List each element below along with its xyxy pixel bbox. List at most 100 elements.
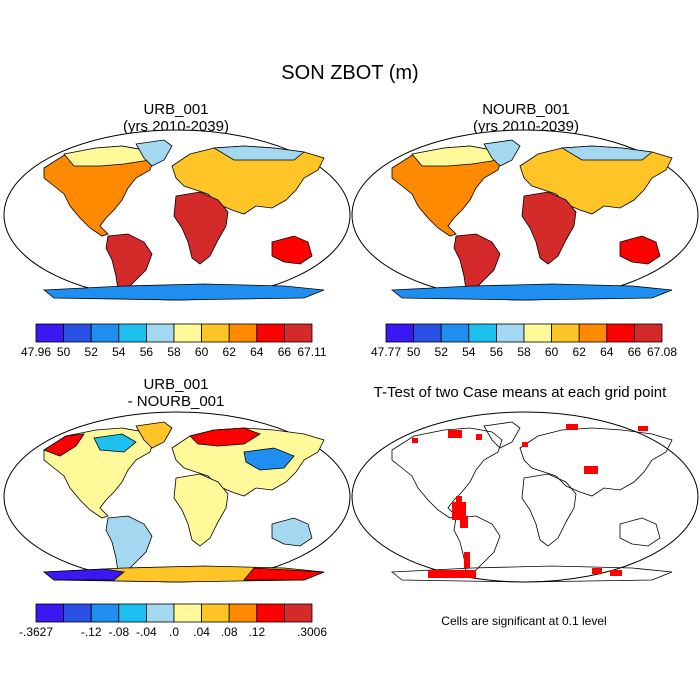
colorbar-3: -.3627 -.12 -.08 -.04 .0 .04 .08 .12 .3006	[19, 603, 327, 639]
map-panel-1	[3, 129, 351, 301]
colorbar-label: 66	[628, 345, 642, 359]
map-4-greenland	[483, 421, 521, 449]
map-3-scandinavia	[189, 427, 261, 447]
sig-cell	[448, 430, 462, 438]
colorbar-swatch	[634, 323, 663, 343]
colorbar-label: 58	[167, 345, 181, 359]
colorbar-label: -.08	[108, 625, 129, 639]
map-4-africa	[521, 473, 577, 547]
colorbar-swatch	[551, 323, 580, 343]
map-4-antarctica	[390, 565, 673, 583]
colorbar-label: .12	[248, 625, 265, 639]
panel-2-title-line1: NOURB_001	[482, 101, 570, 118]
map-4-significant-cells	[412, 424, 648, 578]
colorbar-label: 50	[57, 345, 71, 359]
colorbar-label: -.3627	[19, 625, 53, 639]
colorbar-label: 60	[545, 345, 559, 359]
colorbar-swatch	[283, 323, 313, 343]
colorbar-1: 47.96 50 52 54 56 58 60 62 64 66 67.11	[21, 323, 327, 359]
map-3-antarctica-west	[42, 568, 125, 581]
colorbar-swatch	[440, 323, 470, 343]
colorbar-swatch	[385, 323, 415, 343]
sig-cell	[566, 424, 578, 430]
panel-3-title: URB_001 - NOURB_001	[76, 376, 276, 410]
colorbar-label: 54	[462, 345, 476, 359]
map-1-antarctica	[42, 283, 325, 301]
sig-cell	[412, 438, 418, 443]
colorbar-label: 50	[407, 345, 421, 359]
colorbar-swatch	[413, 323, 442, 343]
map-1-australia	[271, 235, 313, 265]
sig-cell	[610, 570, 622, 576]
panel-3-title-line1: URB_001	[143, 376, 209, 393]
colorbar-label: 54	[112, 345, 126, 359]
panel-1-title-line1: URB_001	[143, 101, 209, 118]
colorbar-label: 64	[250, 345, 264, 359]
colorbar-swatch	[228, 603, 258, 623]
sig-cell	[452, 502, 466, 520]
colorbar-swatch	[63, 603, 92, 623]
map-1-siberia	[212, 145, 305, 161]
sig-cell	[638, 426, 648, 431]
colorbar-swatch	[173, 323, 203, 343]
colorbar-label: 56	[140, 345, 154, 359]
figure-title: SON ZBOT (m)	[281, 62, 419, 84]
map-4-frame	[351, 411, 699, 583]
colorbar-swatch	[201, 603, 230, 623]
map-4-south-america	[453, 515, 501, 575]
colorbar-swatch	[63, 323, 92, 343]
colorbar-swatch	[35, 323, 65, 343]
significance-note: Cells are significant at 0.1 level	[441, 614, 607, 628]
map-3-hudson	[93, 433, 137, 453]
colorbar-swatch	[256, 323, 285, 343]
colorbar-label: .0	[169, 625, 179, 639]
sig-cell	[522, 442, 528, 447]
colorbar-swatch	[35, 603, 65, 623]
map-panel-4	[351, 411, 699, 583]
colorbar-swatch	[145, 603, 175, 623]
map-panel-2	[351, 129, 699, 301]
colorbar-swatch	[283, 603, 313, 623]
map-2-siberia	[560, 145, 653, 161]
colorbar-label: 62	[573, 345, 587, 359]
colorbar-label: 47.96	[21, 345, 51, 359]
colorbar-swatch	[256, 603, 285, 623]
colorbar-swatch	[468, 323, 497, 343]
colorbar-label: .08	[221, 625, 238, 639]
colorbar-swatch	[606, 323, 635, 343]
panel-3-title-line2: - NOURB_001	[127, 393, 225, 410]
sig-cell	[464, 552, 470, 568]
sig-cell	[584, 466, 598, 474]
sig-cell	[592, 568, 602, 574]
colorbar-label: .3006	[297, 625, 327, 639]
sig-cell	[476, 434, 482, 440]
map-3-antarctica-east	[243, 567, 325, 581]
colorbar-swatch	[173, 603, 203, 623]
colorbar-label: 52	[85, 345, 99, 359]
map-4-eurasia	[519, 427, 673, 497]
map-3-north-america	[43, 427, 155, 519]
map-3-africa	[173, 473, 229, 547]
colorbar-swatch	[495, 323, 525, 343]
map-1-africa	[173, 191, 229, 265]
sig-cell	[456, 496, 462, 502]
colorbar-label: 67.11	[297, 345, 326, 359]
colorbar-2: 47.77 50 52 54 56 58 60 62 64 66 67.08	[371, 323, 677, 359]
map-1-greenland	[135, 139, 173, 167]
panel-4-title-line1: T-Test of two Case means at each grid po…	[373, 384, 667, 401]
map-2-australia	[619, 235, 661, 265]
colorbar-label: -.04	[136, 625, 157, 639]
map-3-alaska	[43, 433, 85, 457]
map-panel-3	[3, 411, 351, 583]
colorbar-swatch	[145, 323, 175, 343]
map-3-central-asia	[243, 447, 295, 471]
colorbar-swatch	[90, 323, 120, 343]
map-2-africa	[521, 191, 577, 265]
colorbar-swatch	[201, 323, 230, 343]
colorbar-label: 66	[278, 345, 292, 359]
map-3-australia	[271, 517, 313, 547]
panel-4-title: T-Test of two Case means at each grid po…	[345, 384, 695, 401]
colorbar-swatch	[523, 323, 553, 343]
colorbar-label: 58	[517, 345, 531, 359]
colorbar-label: 47.77	[371, 345, 401, 359]
